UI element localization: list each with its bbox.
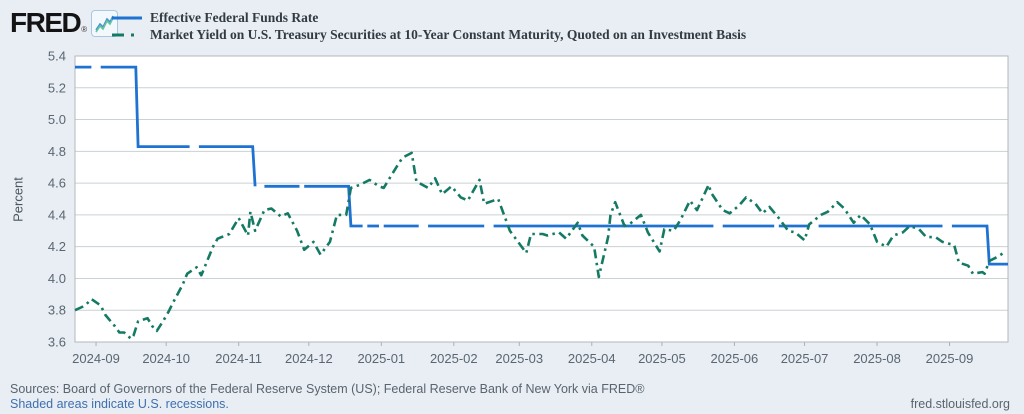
- sources-text: Sources: Board of Governors of the Feder…: [10, 382, 645, 396]
- x-tick-label: 2024-10: [142, 351, 190, 366]
- legend-label-treasury-10y[interactable]: Market Yield on U.S. Treasury Securities…: [150, 26, 747, 42]
- x-tick-label: 2025-01: [357, 351, 405, 366]
- x-tick-label: 2025-06: [711, 351, 759, 366]
- effr-line: [198, 145, 257, 187]
- effr-line: [951, 224, 1008, 266]
- effr-line: [100, 65, 190, 149]
- legend-item-treasury-10y: Market Yield on U.S. Treasury Securities…: [112, 26, 746, 43]
- x-tick-label: 2025-09: [926, 351, 974, 366]
- x-tick-label: 2025-08: [853, 351, 901, 366]
- registered-trademark: ®: [81, 25, 88, 34]
- fred-logo[interactable]: FRED ®: [10, 7, 119, 38]
- effr-line: [304, 184, 363, 228]
- treasury-10y-line: [74, 151, 1007, 341]
- y-tick-label: 5.4: [48, 49, 66, 64]
- y-axis-title: Percent: [10, 177, 26, 222]
- x-tick-label: 2025-02: [430, 351, 478, 366]
- recessions-link[interactable]: Shaded areas indicate U.S. recessions.: [10, 397, 229, 411]
- y-tick-label: 4.6: [48, 176, 66, 191]
- x-tick-label: 2025-07: [781, 351, 829, 366]
- y-tick-label: 4.2: [48, 239, 66, 254]
- x-tick-label: 2025-05: [638, 351, 686, 366]
- sparkline-icon: [91, 9, 119, 37]
- legend-item-effr: Effective Federal Funds Rate: [112, 9, 746, 26]
- x-tick-label: 2024-09: [72, 351, 120, 366]
- treasury-10y-line-swatch: [112, 33, 142, 36]
- y-tick-label: 5.2: [48, 80, 66, 95]
- x-tick-label: 2025-03: [495, 351, 543, 366]
- y-tick-label: 4.0: [48, 271, 66, 286]
- fred-logo-text: FRED: [10, 7, 82, 38]
- y-tick-label: 3.8: [48, 303, 66, 318]
- effr-line-swatch: [112, 16, 142, 19]
- y-tick-label: 5.0: [48, 112, 66, 127]
- legend: Effective Federal Funds Rate Market Yiel…: [112, 9, 746, 43]
- plot-area[interactable]: [75, 56, 1008, 342]
- y-tick-label: 4.4: [48, 207, 66, 222]
- y-tick-label: 4.8: [48, 144, 66, 159]
- legend-label-effr[interactable]: Effective Federal Funds Rate: [150, 9, 319, 25]
- fred-site-link[interactable]: fred.stlouisfed.org: [910, 397, 1010, 411]
- y-tick-label: 3.6: [48, 335, 66, 350]
- plot-border: [74, 55, 1009, 343]
- x-tick-label: 2024-12: [285, 351, 333, 366]
- x-tick-label: 2024-11: [215, 351, 262, 366]
- x-tick-label: 2025-04: [568, 351, 616, 366]
